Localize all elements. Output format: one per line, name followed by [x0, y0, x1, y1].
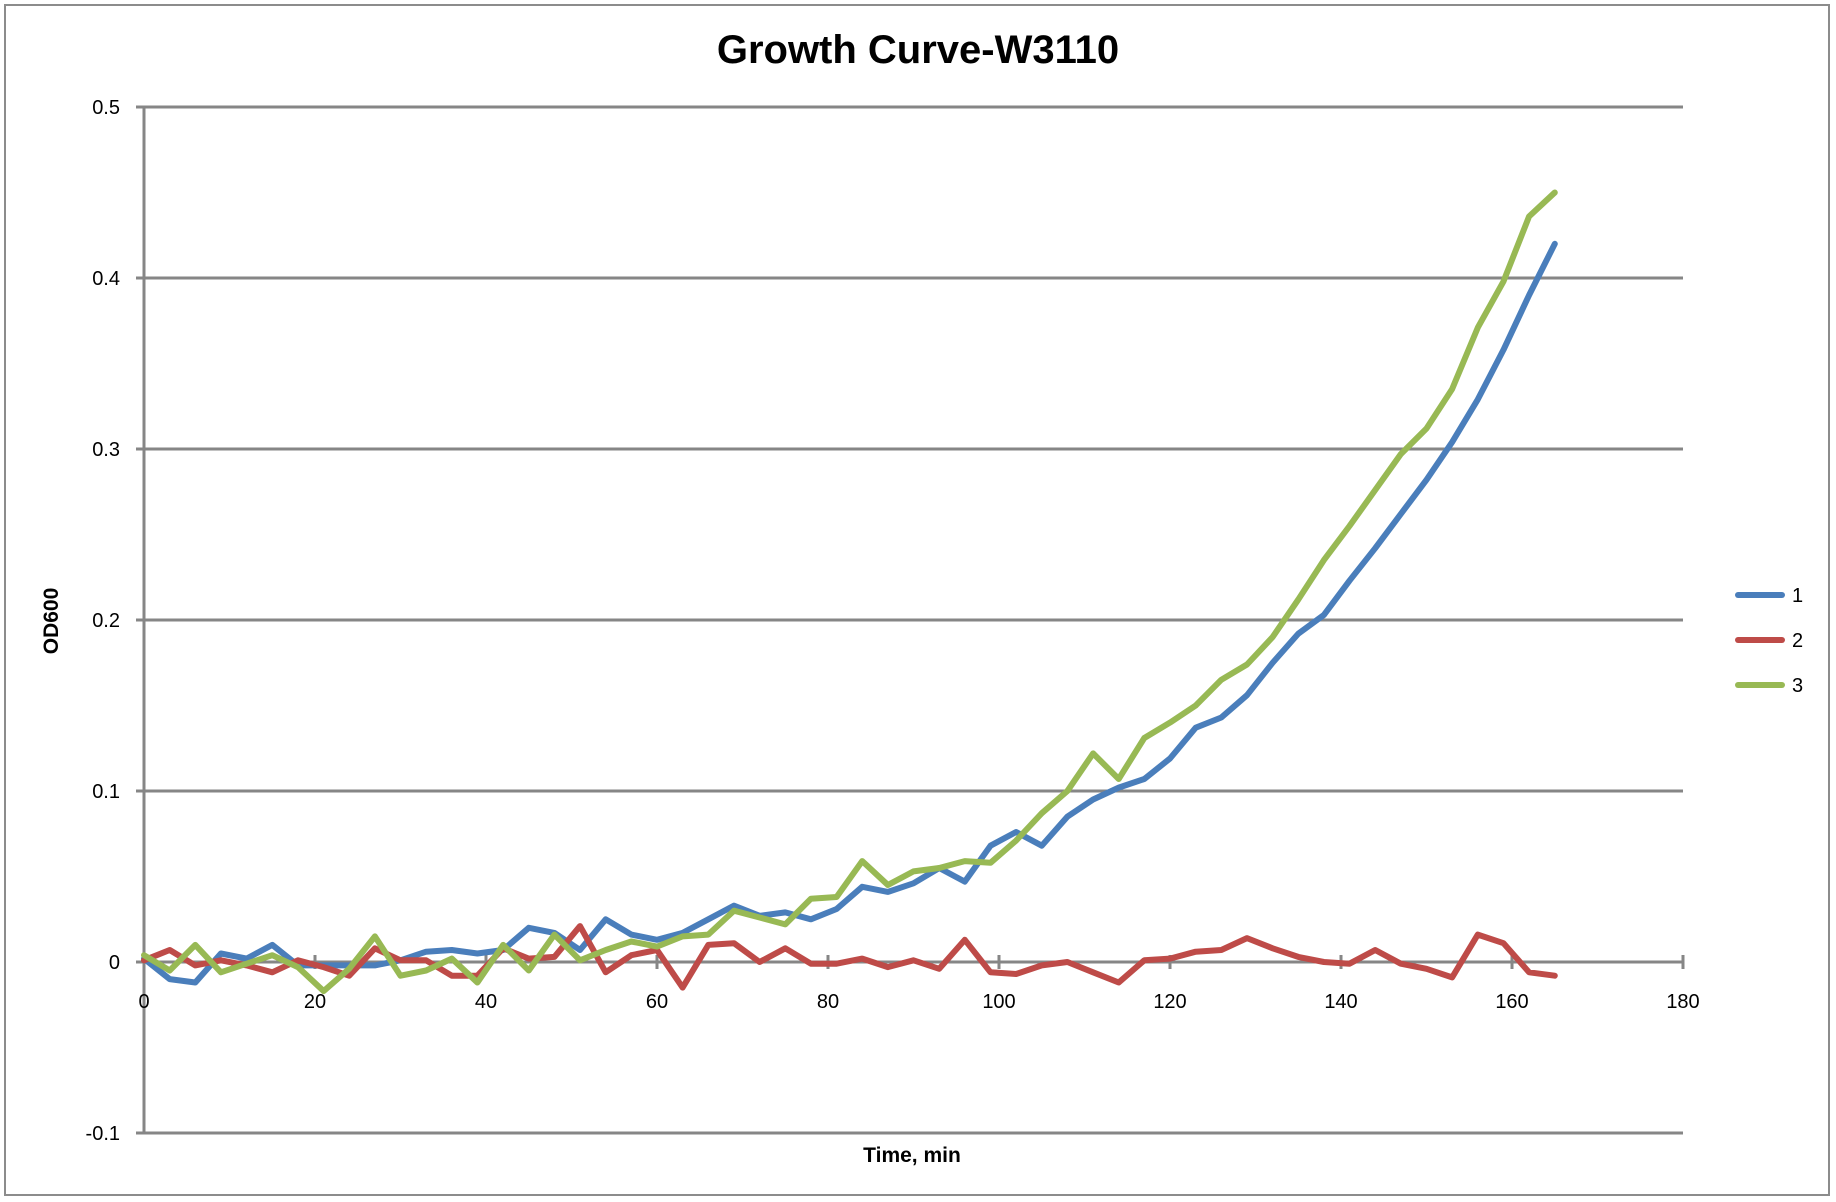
x-tick-label: 80	[817, 991, 839, 1013]
x-tick-label: 180	[1666, 991, 1699, 1013]
y-tick-label: 0.1	[92, 781, 120, 803]
legend: 1 2 3	[1735, 585, 1803, 697]
y-tick-labels: -0.1 0 0.1 0.2 0.3 0.4 0.5	[86, 97, 120, 1145]
y-tick-label: 0.4	[92, 268, 120, 290]
x-tick-labels: 0 20 40 60 80 100 120 140 160 180	[138, 991, 1699, 1013]
x-tick-label: 100	[982, 991, 1015, 1013]
series-line-3	[141, 189, 1558, 995]
x-tick-label: 160	[1495, 991, 1528, 1013]
legend-label-3: 3	[1792, 675, 1803, 697]
series-lines	[141, 189, 1558, 995]
y-tick-label: 0.5	[92, 97, 120, 119]
legend-label-2: 2	[1792, 630, 1803, 652]
y-tick-label: -0.1	[86, 1123, 120, 1145]
y-tick-label: 0.3	[92, 439, 120, 461]
y-tick-label: 0.2	[92, 610, 120, 632]
x-tick-label: 40	[475, 991, 497, 1013]
chart-title: Growth Curve-W3110	[717, 28, 1119, 72]
x-tick-label: 140	[1324, 991, 1357, 1013]
x-tick-label: 20	[304, 991, 326, 1013]
gridlines	[144, 105, 1683, 1135]
y-tick-label: 0	[109, 952, 120, 974]
series-line-1	[141, 240, 1558, 986]
x-tick-label: 0	[138, 991, 149, 1013]
x-axis-title: Time, min	[863, 1144, 961, 1167]
legend-label-1: 1	[1792, 585, 1803, 607]
chart-frame	[4, 4, 1830, 1196]
series-line-2	[141, 923, 1558, 991]
x-tick-label: 120	[1153, 991, 1186, 1013]
x-tick-label: 60	[646, 991, 668, 1013]
y-axis-title: OD600	[40, 588, 63, 655]
